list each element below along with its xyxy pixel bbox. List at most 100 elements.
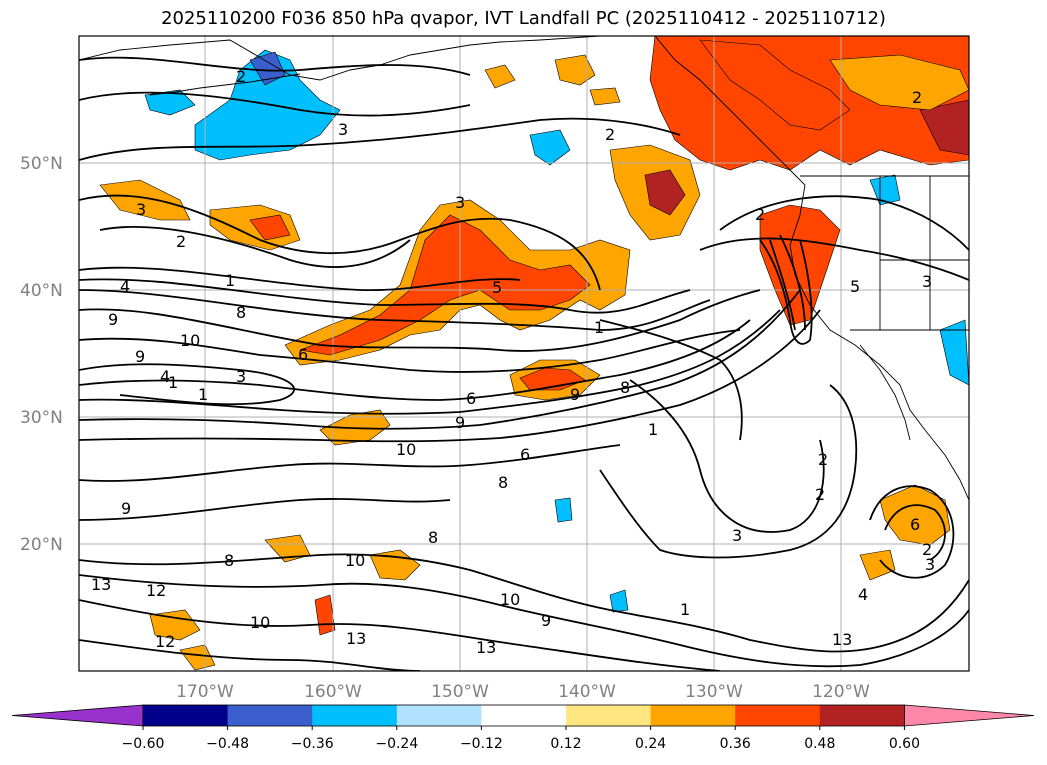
contour-label: 9 bbox=[570, 385, 580, 404]
contour-line bbox=[79, 553, 969, 653]
contour-line bbox=[79, 278, 691, 314]
contour-label: 10 bbox=[500, 590, 520, 609]
contour-line bbox=[769, 234, 806, 331]
contour-label: 13 bbox=[832, 630, 852, 649]
north-america-coastline bbox=[654, 36, 969, 501]
positive-anomaly-region bbox=[179, 644, 216, 671]
positive-anomaly-region bbox=[589, 87, 621, 106]
contour-label: 3 bbox=[922, 272, 932, 291]
contour-label: 2 bbox=[912, 88, 922, 107]
contour-line bbox=[99, 225, 411, 268]
colorbar-segment bbox=[396, 705, 482, 726]
contour-label: 1 bbox=[168, 373, 178, 392]
contour-line bbox=[79, 363, 295, 406]
contour-label: 4 bbox=[858, 585, 868, 604]
contour-label: 4 bbox=[160, 367, 170, 386]
contour-line bbox=[79, 289, 801, 430]
strong-positive-anomaly-region bbox=[644, 169, 686, 216]
contour-label-layer: 2 3 2 3 2 1 8 9 4 10 9 1 3 1 3 4 6 1 5 2… bbox=[91, 67, 935, 657]
contour-label: 9 bbox=[541, 611, 551, 630]
colorbar-tick-label: 0.24 bbox=[635, 736, 666, 752]
positive-anomaly-region bbox=[859, 549, 896, 581]
contour-label: 1 bbox=[594, 318, 604, 337]
lon-label-170w: 170°W bbox=[176, 682, 234, 702]
lat-label-50n: 50°N bbox=[20, 154, 63, 174]
strong-positive-anomaly-region bbox=[699, 39, 851, 131]
contour-line bbox=[79, 117, 681, 161]
contour-line bbox=[79, 639, 421, 671]
positive-anomaly-region bbox=[829, 54, 969, 111]
contour-label: 12 bbox=[155, 632, 175, 651]
contour-line bbox=[79, 574, 969, 668]
contour-line bbox=[79, 91, 471, 117]
colorbar-tick-label: 0.36 bbox=[720, 736, 751, 752]
contour-line bbox=[599, 319, 743, 441]
colorbar-extend-min bbox=[11, 704, 144, 727]
contour-line bbox=[79, 444, 621, 482]
negative-anomaly-region bbox=[529, 129, 571, 166]
contour-label: 1 bbox=[225, 271, 235, 290]
ivt-contour-layer bbox=[79, 56, 969, 671]
contour-label: 1 bbox=[648, 420, 658, 439]
negative-anomaly-region bbox=[554, 497, 573, 523]
contour-label: 10 bbox=[250, 613, 270, 632]
contour-line bbox=[79, 266, 521, 292]
contour-label: 1 bbox=[198, 385, 208, 404]
contour-line bbox=[629, 379, 825, 533]
contour-line bbox=[79, 56, 471, 76]
contour-label: 13 bbox=[91, 575, 111, 594]
contour-label: 9 bbox=[121, 499, 131, 518]
lat-label-20n: 20°N bbox=[20, 535, 63, 555]
positive-anomaly-region bbox=[484, 64, 516, 89]
contour-label: 2 bbox=[815, 485, 825, 504]
positive-anomaly-region bbox=[149, 609, 201, 641]
contour-label: 6 bbox=[466, 389, 476, 408]
colorbar-segment bbox=[227, 705, 313, 726]
contour-line bbox=[79, 194, 601, 291]
latitude-labels: 50°N 40°N 30°N 20°N bbox=[20, 154, 63, 555]
contour-label: 8 bbox=[498, 473, 508, 492]
colorbar-extend-max bbox=[904, 704, 1035, 727]
contour-line bbox=[699, 237, 969, 281]
contour-line bbox=[79, 309, 781, 415]
colorbar-segment bbox=[312, 705, 398, 726]
contour-label: 3 bbox=[455, 193, 465, 212]
colorbar-segment bbox=[143, 705, 229, 726]
map-frame bbox=[78, 35, 970, 672]
negative-anomaly-region bbox=[144, 89, 196, 116]
strong-positive-anomaly-region bbox=[919, 99, 969, 156]
lon-label-120w: 120°W bbox=[812, 682, 870, 702]
contour-label: 6 bbox=[520, 445, 530, 464]
negative-anomaly-region bbox=[939, 319, 969, 386]
contour-label: 1 bbox=[680, 600, 690, 619]
lat-label-30n: 30°N bbox=[20, 408, 63, 428]
contour-label: 3 bbox=[338, 120, 348, 139]
contour-label: 3 bbox=[925, 555, 935, 574]
longitude-labels: 170°W 160°W 150°W 140°W 130°W 120°W bbox=[176, 682, 870, 702]
contour-label: 8 bbox=[620, 378, 630, 397]
contour-label: 9 bbox=[108, 310, 118, 329]
colorbar-tick-label: 0.60 bbox=[889, 736, 920, 752]
contour-line bbox=[79, 329, 741, 373]
contour-label: 2 bbox=[818, 450, 828, 469]
lon-label-130w: 130°W bbox=[685, 682, 743, 702]
colorbar-tick-label: 0.48 bbox=[804, 736, 835, 752]
contour-label: 6 bbox=[910, 515, 920, 534]
negative-anomaly-region bbox=[869, 174, 901, 206]
contour-label: 12 bbox=[146, 581, 166, 600]
colorbar-segment bbox=[481, 705, 567, 726]
contour-label: 6 bbox=[298, 345, 308, 364]
contour-label: 5 bbox=[492, 278, 502, 297]
contour-label: 3 bbox=[136, 200, 146, 219]
colorbar-tick-label: −0.24 bbox=[375, 736, 418, 752]
colorbar-tick-label: −0.36 bbox=[291, 736, 334, 752]
contour-label: 9 bbox=[135, 347, 145, 366]
positive-anomaly-region bbox=[99, 179, 191, 221]
contour-label: 9 bbox=[455, 413, 465, 432]
lon-label-160w: 160°W bbox=[304, 682, 362, 702]
contour-label: 2 bbox=[755, 205, 765, 224]
contour-label: 2 bbox=[176, 232, 186, 251]
contour-label: 8 bbox=[428, 528, 438, 547]
contour-line bbox=[79, 498, 451, 521]
